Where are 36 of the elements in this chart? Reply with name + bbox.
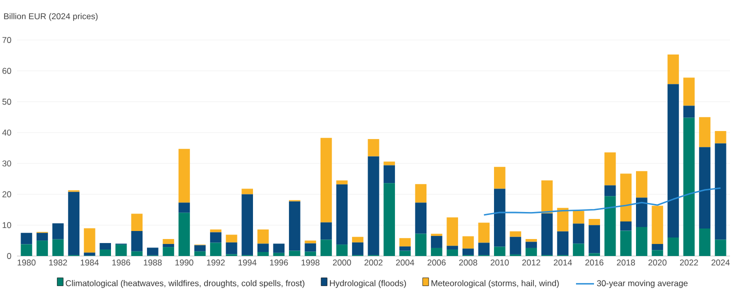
x-tick-label: 1990 xyxy=(175,260,194,266)
x-tick-label: 2022 xyxy=(680,260,698,266)
x-tick-label: 1984 xyxy=(80,260,99,266)
x-tick-label: 1980 xyxy=(18,260,36,266)
x-tick-label: 1996 xyxy=(270,260,288,266)
x-tick-label: 2008 xyxy=(459,260,478,266)
x-tick-label: 2020 xyxy=(648,260,667,266)
y-tick-label: 30 xyxy=(2,160,12,166)
x-tick-label: 2014 xyxy=(554,260,572,266)
x-tick-label: 2010 xyxy=(490,260,509,266)
x-tick-label: 1982 xyxy=(49,260,67,266)
x-tick-label: 2012 xyxy=(522,260,540,266)
legend-label: Climatological (heatwaves, wildfires, droughts, cold spells, frost) xyxy=(66,280,304,288)
x-tick-label: 2000 xyxy=(332,260,352,266)
x-tick-label: 2024 xyxy=(712,260,730,266)
x-tick-label: 2002 xyxy=(364,260,382,266)
x-tick-label: 1992 xyxy=(206,260,225,266)
y-tick-label: 40 xyxy=(2,130,12,136)
y-tick-label: 20 xyxy=(2,191,12,198)
x-tick-label: 2004 xyxy=(396,260,414,266)
y-tick-label: 50 xyxy=(2,98,12,105)
x-tick-label: 2016 xyxy=(585,260,604,266)
y-tick-label: 10 xyxy=(2,222,12,228)
x-tick-label: 2006 xyxy=(428,260,446,266)
legend-label: Hydrological (floods) xyxy=(330,280,406,288)
y-axis-title: Billion EUR (2024 prices) xyxy=(4,13,98,21)
x-tick-label: 1998 xyxy=(302,260,320,266)
x-tick-label: 1988 xyxy=(144,260,162,266)
y-tick-label: 70 xyxy=(2,37,12,43)
x-tick-label: 1994 xyxy=(238,260,256,266)
x-tick-label: 1986 xyxy=(112,260,130,266)
legend-label: Meteorological (storms, hail, wind) xyxy=(432,280,559,288)
legend-label: 30-year moving average xyxy=(597,280,688,288)
y-tick-label: 60 xyxy=(2,68,12,74)
y-tick-label: 0 xyxy=(7,253,12,259)
x-tick-label: 2018 xyxy=(616,260,635,266)
